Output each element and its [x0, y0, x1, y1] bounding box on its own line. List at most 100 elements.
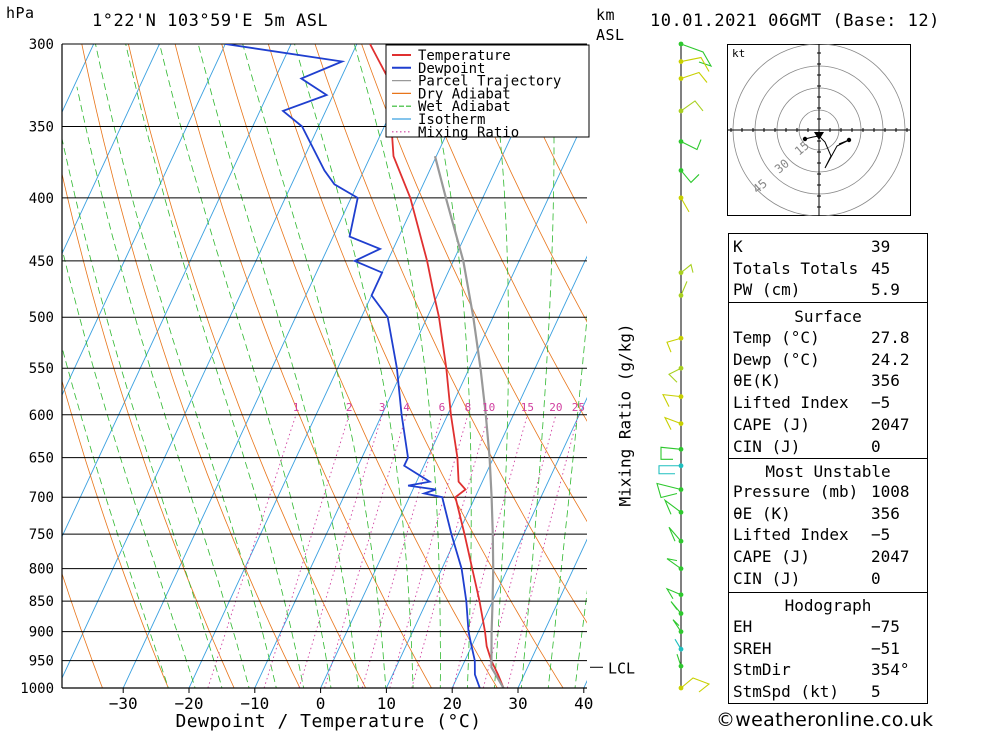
wind-level-dot	[678, 566, 684, 572]
most-unstable-value: 356	[871, 503, 900, 523]
pressure-tick-label: 800	[29, 562, 54, 578]
most-unstable-key: θE (K)	[733, 503, 791, 523]
most-unstable-title: Most Unstable	[765, 462, 891, 481]
wind-barb	[662, 393, 682, 407]
wind-barb	[680, 71, 708, 83]
wind-barb	[680, 56, 710, 72]
surface-key: CAPE (J)	[733, 414, 811, 434]
dry-adiabat-line	[943, 7, 1000, 714]
most-unstable-row: CIN (J) 0	[729, 568, 927, 590]
wind-barb	[666, 558, 682, 570]
pressure-tick-label: 450	[29, 254, 54, 270]
surface-value: 24.2	[871, 349, 910, 369]
wind-level-dot	[678, 646, 684, 652]
index-row: K 39	[729, 236, 927, 258]
dry-adiabat-line	[62, 379, 169, 688]
series-temperature	[369, 44, 505, 688]
index-row: Totals Totals 45	[729, 258, 927, 280]
wet-adiabat-line	[76, 86, 250, 688]
dry-adiabat-line	[81, 44, 301, 688]
wind-level-dot	[678, 629, 684, 635]
x-tick-label: 10	[377, 694, 396, 713]
mixing-ratio-line	[361, 414, 443, 688]
wet-adiabat-line	[62, 136, 223, 688]
hodograph-stat-row: EH −75	[729, 616, 927, 638]
hodograph-stats-title: Hodograph	[784, 596, 872, 615]
isotherm-line	[62, 44, 292, 538]
dry-adiabat-line	[361, 44, 587, 523]
hodograph-unit: kt	[732, 47, 745, 60]
wet-adiabat-line	[62, 247, 196, 688]
index-row: PW (cm) 5.9	[729, 279, 927, 301]
wind-barb	[680, 281, 688, 296]
wind-barb	[672, 619, 682, 632]
mixing-ratio-line	[263, 414, 350, 688]
series-dewpoint	[225, 44, 481, 688]
pressure-tick-label: 400	[29, 191, 54, 207]
pressure-tick-label: 600	[29, 408, 54, 424]
mixing-ratio-line	[298, 414, 383, 688]
dry-adiabat-line	[989, 7, 1000, 714]
surface-value: 0	[871, 436, 881, 456]
most-unstable-key: CAPE (J)	[733, 547, 811, 567]
pressure-tick-label: 350	[29, 119, 54, 135]
hodograph-stat-value: −51	[871, 638, 900, 658]
pressure-tick-label: 950	[29, 654, 54, 670]
wind-level-dot	[678, 509, 684, 515]
pressure-tick-label: 850	[29, 594, 54, 610]
most-unstable-table: Most Unstable Pressure (mb) 1008 θE (K) 356…	[728, 458, 928, 593]
wind-level-dot	[678, 293, 684, 298]
wind-level-dot	[678, 611, 684, 616]
surface-key: CIN (J)	[733, 436, 801, 456]
most-unstable-key: Lifted Index	[733, 525, 849, 545]
wet-adiabat-line	[353, 44, 441, 688]
wet-adiabat-line	[242, 44, 387, 688]
km-unit-label: km	[596, 6, 616, 24]
x-tick-label: 40	[574, 694, 593, 713]
wind-level-dot	[678, 139, 684, 144]
mixing-ratio-axis-label: Mixing Ratio (g/kg)	[615, 323, 635, 507]
hodograph-stat-value: 354°	[871, 660, 910, 680]
wind-level-dot	[678, 195, 684, 201]
most-unstable-row: Lifted Index −5	[729, 524, 927, 546]
x-tick-label: 30	[508, 694, 527, 713]
legend-label: Temperature	[418, 48, 511, 64]
surface-table: Surface Temp (°C) 27.8 Dewp (°C) 24.2 θE(K) 3…	[728, 302, 928, 459]
wind-level-dot	[678, 41, 684, 47]
legend-label: Dry Adiabat	[418, 86, 511, 102]
pressure-tick-label: 700	[29, 490, 54, 506]
hodograph-stats-table: Hodograph EH −75 SREH −51 StmDir 354° StmSpd (…	[728, 592, 928, 704]
mixing-ratio-label: 8	[465, 401, 472, 414]
isotherm-line	[517, 538, 587, 688]
wind-barb	[663, 498, 682, 515]
wind-level-dot	[678, 592, 684, 598]
most-unstable-key: Pressure (mb)	[733, 482, 859, 501]
dry-adiabat-line	[62, 172, 235, 688]
wind-level-dot	[678, 270, 684, 276]
wind-level-dot	[678, 335, 684, 341]
hodograph-stat-row: SREH −51	[729, 638, 927, 660]
surface-value: 2047	[871, 414, 910, 434]
mixing-ratio-label: 3	[379, 401, 386, 414]
mixing-ratio-label: 15	[521, 401, 534, 414]
mixing-ratio-line	[207, 414, 297, 688]
legend-label: Dewpoint	[418, 61, 485, 77]
most-unstable-row: θE (K) 356	[729, 503, 927, 525]
dry-adiabat-line	[174, 44, 432, 688]
wind-level-dot	[678, 421, 684, 427]
mixing-ratio-label: 2	[346, 401, 353, 414]
wind-level-dot	[678, 663, 684, 669]
hodograph-trace	[804, 135, 850, 169]
wind-barb	[665, 587, 682, 600]
wind-level-dot	[678, 463, 684, 469]
asl-unit-label: ASL	[596, 26, 625, 44]
dry-adiabat-line	[407, 44, 587, 422]
hodograph-stat-key: StmSpd (kt)	[733, 682, 839, 702]
hodograph-stat-value: 5	[871, 682, 881, 702]
hodograph-stat-row: StmSpd (kt) 5	[729, 681, 927, 703]
surface-value: −5	[871, 393, 891, 413]
location-title: 1°22'N 103°59'E 5m ASL	[92, 11, 329, 31]
isotherm-line	[62, 44, 160, 255]
pressure-tick-label: 900	[29, 625, 54, 641]
index-value: 5.9	[871, 280, 900, 300]
